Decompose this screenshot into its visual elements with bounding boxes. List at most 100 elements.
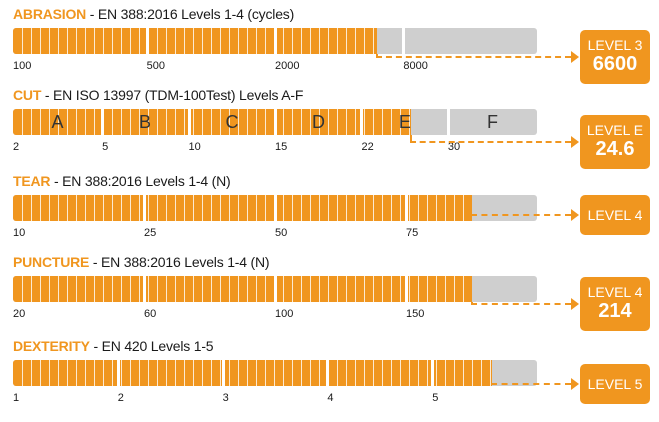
segment-divider: [187, 109, 191, 135]
fill-stripe: [148, 195, 149, 221]
fill-stripe: [76, 195, 77, 221]
fill-stripe: [265, 276, 266, 302]
badge-level: LEVEL 3: [587, 37, 643, 53]
fill-stripe: [337, 28, 338, 54]
tick-label: 50: [275, 227, 288, 239]
fill-stripe: [265, 109, 266, 135]
fill-stripe: [193, 195, 194, 221]
fill-stripe: [274, 360, 275, 386]
fill-stripe: [202, 109, 203, 135]
leader-line-horizontal: [491, 383, 571, 385]
fill-stripe: [121, 109, 122, 135]
fill-stripe: [247, 195, 248, 221]
fill-stripe: [94, 28, 95, 54]
fill-stripe: [355, 109, 356, 135]
fill-stripe: [193, 360, 194, 386]
fill-stripe: [121, 360, 122, 386]
fill-stripe: [256, 28, 257, 54]
fill-stripe: [130, 28, 131, 54]
tick-label: 1: [13, 392, 20, 404]
fill-stripe: [346, 195, 347, 221]
fill-stripe: [202, 195, 203, 221]
fill-stripe: [157, 276, 158, 302]
fill-stripe: [418, 276, 419, 302]
section-title: PUNCTURE - EN 388:2016 Levels 1-4 (N): [13, 254, 270, 270]
fill-stripe: [22, 276, 23, 302]
fill-stripe: [319, 276, 320, 302]
fill-stripe: [220, 360, 221, 386]
fill-stripe: [175, 360, 176, 386]
fill-stripe: [94, 360, 95, 386]
fill-stripe: [58, 276, 59, 302]
fill-stripe: [310, 360, 311, 386]
fill-stripe: [364, 195, 365, 221]
fill-stripe: [364, 276, 365, 302]
fill-stripe: [310, 195, 311, 221]
fill-stripe: [256, 276, 257, 302]
badge-value: 24.6: [595, 138, 635, 160]
badge-value: 214: [598, 300, 632, 322]
fill-stripe: [67, 195, 68, 221]
fill-stripe: [355, 276, 356, 302]
fill-stripe: [67, 360, 68, 386]
fill-stripe: [427, 276, 428, 302]
segment-divider: [143, 276, 146, 302]
category-label: PUNCTURE: [13, 254, 90, 270]
fill-stripe: [166, 276, 167, 302]
badge-level: LEVEL E: [586, 122, 644, 138]
fill-stripe: [139, 28, 140, 54]
fill-stripe: [337, 360, 338, 386]
fill-stripe: [463, 360, 464, 386]
fill-stripe: [202, 360, 203, 386]
category-label: ABRASION: [13, 6, 87, 22]
fill-stripe: [148, 360, 149, 386]
fill-stripe: [85, 109, 86, 135]
fill-stripe: [454, 276, 455, 302]
tick-label: 22: [361, 141, 374, 153]
fill-stripe: [256, 360, 257, 386]
arrow-head-icon: [571, 51, 579, 63]
fill-stripe: [157, 109, 158, 135]
fill-stripe: [166, 109, 167, 135]
fill-stripe: [292, 360, 293, 386]
tick-label: 2000: [275, 60, 300, 72]
tick-label: 30: [447, 141, 461, 153]
fill-stripe: [391, 360, 392, 386]
fill-stripe: [346, 109, 347, 135]
rating-bar-fill: [13, 276, 472, 302]
fill-stripe: [85, 276, 86, 302]
tick-label: 20: [13, 308, 26, 320]
fill-stripe: [202, 28, 203, 54]
fill-stripe: [265, 28, 266, 54]
segment-divider: [101, 109, 105, 135]
fill-stripe: [130, 360, 131, 386]
rating-bar-fill: [13, 195, 472, 221]
fill-stripe: [130, 195, 131, 221]
fill-stripe: [67, 109, 68, 135]
fill-stripe: [301, 276, 302, 302]
fill-stripe: [130, 109, 131, 135]
fill-stripe: [148, 276, 149, 302]
fill-stripe: [436, 195, 437, 221]
fill-stripe: [283, 109, 284, 135]
fill-stripe: [319, 360, 320, 386]
fill-stripe: [256, 109, 257, 135]
fill-stripe: [139, 109, 140, 135]
fill-stripe: [76, 28, 77, 54]
fill-stripe: [103, 276, 104, 302]
fill-stripe: [292, 28, 293, 54]
fill-stripe: [211, 109, 212, 135]
section-dexterity: DEXTERITY - EN 420 Levels 1-5 1 2 3 4 5 LEVEL …: [0, 338, 659, 418]
fill-stripe: [220, 195, 221, 221]
fill-stripe: [337, 109, 338, 135]
fill-stripe: [283, 195, 284, 221]
fill-stripe: [310, 276, 311, 302]
fill-stripe: [445, 360, 446, 386]
arrow-head-icon: [571, 136, 579, 148]
fill-stripe: [85, 195, 86, 221]
standard-label: - EN ISO 13997 (TDM-100Test) Levels A-F: [41, 87, 304, 103]
fill-stripe: [310, 109, 311, 135]
fill-stripe: [49, 360, 50, 386]
fill-stripe: [436, 276, 437, 302]
fill-stripe: [301, 195, 302, 221]
